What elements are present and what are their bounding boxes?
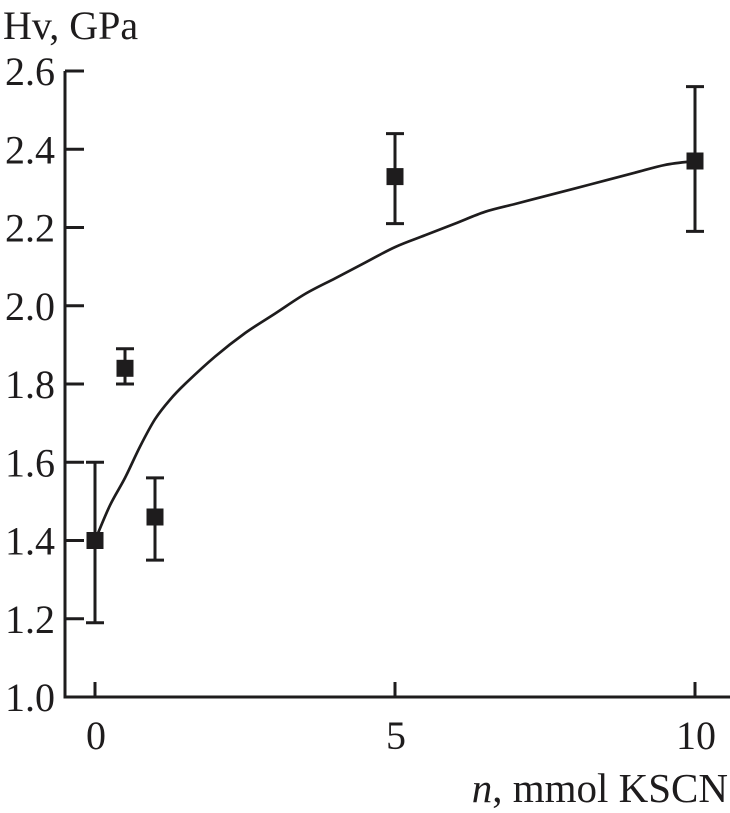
y-tick-label: 2.4 <box>5 127 55 172</box>
x-axis-title-units: , mmol KSCN <box>492 765 728 811</box>
y-tick-label: 1.0 <box>5 675 55 720</box>
y-axis-title: Hv, GPa <box>3 3 139 48</box>
y-tick-label: 1.2 <box>5 597 55 642</box>
x-axis-title: n, mmol KSCN <box>472 764 728 812</box>
data-point-marker <box>686 152 704 170</box>
fit-curve <box>93 159 696 542</box>
y-tick-label: 1.8 <box>5 362 55 407</box>
y-tick-label: 2.2 <box>5 206 55 251</box>
y-tick-label: 2.6 <box>5 49 55 94</box>
y-tick-label: 2.0 <box>5 284 55 329</box>
data-point-marker <box>116 359 134 377</box>
x-tick-label: 0 <box>86 713 106 758</box>
x-tick-label: 5 <box>386 713 406 758</box>
y-tick-label: 1.6 <box>5 440 55 485</box>
data-point-marker <box>386 168 404 186</box>
data-point-marker <box>146 508 164 526</box>
data-point-marker <box>86 532 104 549</box>
x-axis-title-variable: n <box>471 765 493 811</box>
y-tick-label: 1.4 <box>5 519 55 564</box>
x-tick-label: 10 <box>676 713 716 758</box>
